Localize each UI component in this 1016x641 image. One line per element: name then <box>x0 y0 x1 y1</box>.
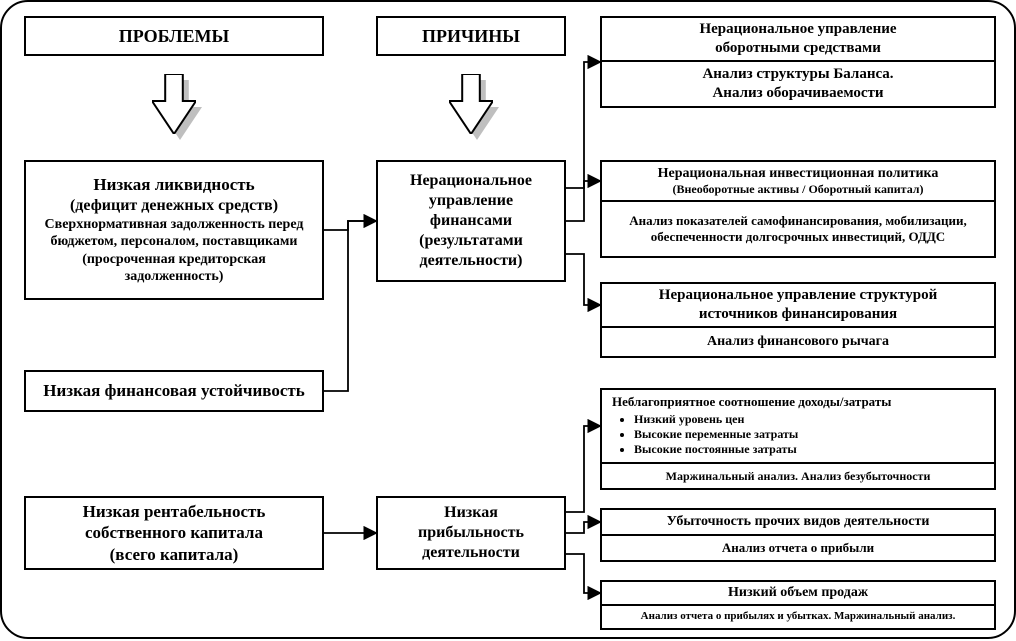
text: Анализ оборачиваемости <box>712 84 883 103</box>
text: Анализ отчета о прибылях и убытках. Марж… <box>641 610 956 624</box>
text: Анализ показателей самофинансирования, м… <box>612 213 984 246</box>
text: Низкая <box>444 503 498 523</box>
node-wc-analysis: Анализ структуры Баланса. Анализ оборачи… <box>600 62 996 108</box>
text: Низкая ликвидность <box>93 174 254 195</box>
bullet: Высокие постоянные затраты <box>634 442 984 457</box>
text: (результатами <box>419 231 523 251</box>
text: оборотными средствами <box>715 39 881 58</box>
header-problems: ПРОБЛЕМЫ <box>24 16 324 56</box>
text: Низкий объем продаж <box>728 584 868 602</box>
node-leverage-analysis: Анализ финансового рычага <box>600 328 996 358</box>
text: прибыльность <box>418 523 524 543</box>
text: Неблагоприятное соотношение доходы/затра… <box>612 394 984 410</box>
text: Нерациональное <box>410 171 532 191</box>
text: Маржинальный анализ. Анализ безубыточнос… <box>666 469 931 484</box>
node-irrational-fin-mgmt: Нерациональное управление финансами (рез… <box>376 160 566 282</box>
text: Низкая финансовая устойчивость <box>43 380 305 401</box>
node-inv-analysis: Анализ показателей самофинансирования, м… <box>600 202 996 258</box>
text: собственного капитала <box>85 522 263 543</box>
down-arrow-icon <box>449 74 493 134</box>
bullet-list: Низкий уровень цен Высокие переменные за… <box>612 412 984 457</box>
text: Анализ финансового рычага <box>707 333 889 351</box>
header-causes: ПРИЧИНЫ <box>376 16 566 56</box>
node-low-roe: Низкая рентабельность собственного капит… <box>24 496 324 570</box>
header-causes-text: ПРИЧИНЫ <box>422 25 520 48</box>
text: Нерациональное управление <box>699 20 896 39</box>
text: Убыточность прочих видов деятельности <box>667 513 930 531</box>
text: источников финансирования <box>699 305 897 324</box>
text: деятельности) <box>420 251 523 271</box>
header-problems-text: ПРОБЛЕМЫ <box>119 25 229 48</box>
text: управление <box>429 191 513 211</box>
text: деятельности <box>422 543 520 563</box>
node-low-liquidity: Низкая ликвидность (дефицит денежных сре… <box>24 160 324 300</box>
node-low-stability: Низкая финансовая устойчивость <box>24 370 324 412</box>
bullet: Низкий уровень цен <box>634 412 984 427</box>
node-wc-mgmt: Нерациональное управление оборотными сре… <box>600 16 996 62</box>
text: Анализ отчета о прибыли <box>722 540 874 556</box>
node-marginal-analysis: Маржинальный анализ. Анализ безубыточнос… <box>600 464 996 490</box>
text: (всего капитала) <box>110 544 239 565</box>
text: Нерациональная инвестиционная политика <box>658 165 939 183</box>
node-low-sales: Низкий объем продаж <box>600 580 996 606</box>
text: Сверхнормативная задолженность перед бюд… <box>32 216 316 286</box>
node-pl-marginal-analysis: Анализ отчета о прибылях и убытках. Марж… <box>600 606 996 630</box>
node-inv-policy: Нерациональная инвестиционная политика (… <box>600 160 996 202</box>
diagram-canvas: ПРОБЛЕМЫ ПРИЧИНЫ Низкая ликвидность (деф… <box>0 0 1016 639</box>
node-income-cost-ratio: Неблагоприятное соотношение доходы/затра… <box>600 388 996 464</box>
down-arrow-icon <box>152 74 196 134</box>
node-src-structure: Нерациональное управление структурой ист… <box>600 282 996 328</box>
node-other-loss: Убыточность прочих видов деятельности <box>600 508 996 536</box>
node-profit-report-analysis: Анализ отчета о прибыли <box>600 536 996 562</box>
text: Низкая рентабельность <box>83 501 266 522</box>
text: Нерациональное управление структурой <box>659 286 937 305</box>
bullet: Высокие переменные затраты <box>634 427 984 442</box>
text: Анализ структуры Баланса. <box>702 65 893 84</box>
text: финансами <box>430 211 512 231</box>
text: (Внеоборотные активы / Оборотный капитал… <box>672 182 923 197</box>
text: (дефицит денежных средств) <box>70 196 278 216</box>
node-low-profitability: Низкая прибыльность деятельности <box>376 496 566 570</box>
